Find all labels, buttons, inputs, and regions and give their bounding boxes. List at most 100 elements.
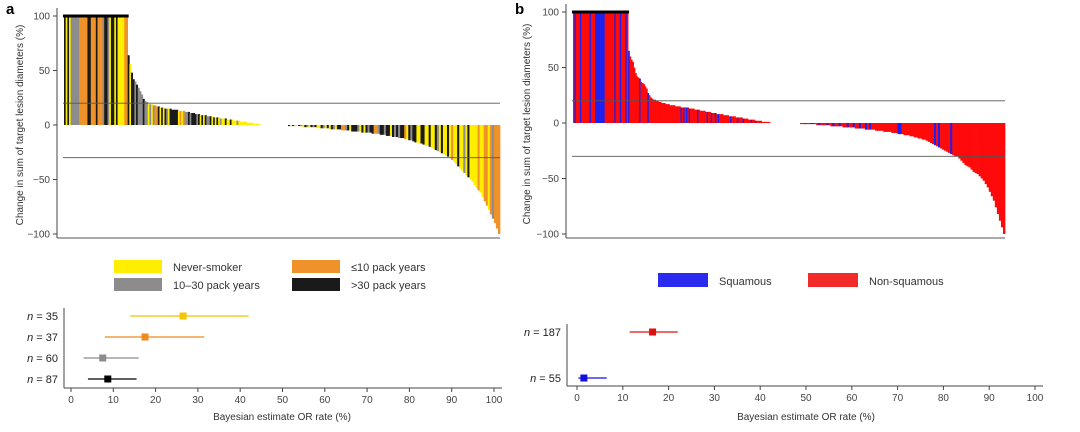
waterfall-bar-a-pos-51 (149, 104, 152, 125)
waterfall-bar-b-pos-58 (652, 99, 655, 123)
waterfall-bar-b-pos-113 (728, 116, 731, 123)
waterfall-bar-a-neg-14 (316, 125, 319, 129)
waterfall-bar-a-neg-62 (414, 125, 417, 143)
waterfall-bar-a-neg-32 (353, 125, 356, 132)
waterfall-bar-b-pos-16 (595, 12, 597, 123)
waterfall-bar-b-neg-13 (826, 123, 829, 126)
x-tick-label-b-2: 20 (663, 393, 675, 404)
waterfall-bar-a-neg-52 (394, 125, 397, 137)
waterfall-bar-a-pos-37 (125, 16, 129, 125)
waterfall-bar-a-pos-61 (166, 108, 169, 125)
waterfall-bar-b-pos-139 (764, 121, 767, 123)
waterfall-bar-a-pos-69 (179, 110, 182, 125)
waterfall-bar-b-neg-9 (818, 123, 821, 126)
waterfall-bar-b-neg-21 (842, 123, 845, 128)
forest-point-a-3 (104, 375, 112, 383)
waterfall-bar-a-pos-17 (92, 16, 95, 125)
x-tick-label-a-4: 40 (235, 395, 247, 406)
waterfall-bar-a-pos-56 (157, 106, 160, 125)
waterfall-bar-b-pos-93 (701, 110, 703, 123)
waterfall-bar-a-pos-98 (228, 119, 231, 125)
waterfall-bar-a-neg-26 (341, 125, 344, 131)
forest-plot-b: n = 187 n = 55 0 10 20 30 40 50 60 70 80 90 100 Bay… (524, 324, 1044, 423)
waterfall-bar-b-pos-112 (727, 115, 730, 123)
x-tick-label-b-8: 80 (938, 393, 950, 404)
waterfall-bar-a-pos-94 (221, 118, 224, 125)
waterfall-bar-b-neg-73 (948, 123, 951, 153)
legend-b: Squamous Non-squamous (658, 273, 944, 288)
waterfall-bar-b-neg-11 (822, 123, 825, 126)
waterfall-bar-a-neg-33 (355, 125, 358, 132)
waterfall-bar-a-neg-68 (426, 125, 430, 146)
waterfall-bar-a-neg-4 (296, 125, 299, 127)
waterfall-bar-a-pos-18 (94, 16, 97, 125)
waterfall-bar-a-neg-37 (363, 125, 366, 133)
forest-point-a-1 (141, 333, 149, 341)
waterfall-bar-b-pos-95 (703, 110, 706, 123)
x-tick-label-a-5: 50 (277, 395, 289, 406)
waterfall-bar-a-neg-84 (459, 125, 462, 169)
waterfall-bar-a-neg-55 (400, 125, 403, 139)
waterfall-bar-b-pos-37 (623, 12, 626, 123)
waterfall-bar-a-pos-20 (97, 16, 100, 125)
x-tick-label-b-10: 100 (1027, 393, 1044, 404)
waterfall-bar-a-pos-99 (229, 119, 232, 125)
waterfall-bar-b-neg-30 (860, 123, 864, 129)
waterfall-bar-a-pos-25 (105, 16, 108, 125)
waterfall-bar-a-pos-26 (107, 16, 110, 125)
waterfall-bar-a-neg-53 (396, 125, 399, 137)
waterfall-bar-a-pos-112 (251, 122, 254, 125)
forest-point-b-1 (580, 374, 588, 382)
waterfall-bar-b-neg-39 (879, 123, 882, 131)
waterfall-bar-b-neg-61 (923, 123, 927, 140)
waterfall-bar-a-pos-115 (256, 123, 259, 125)
waterfall-bar-a-pos-88 (211, 116, 214, 125)
x-tick-label-a-9: 90 (446, 395, 458, 406)
waterfall-bar-a-pos-105 (239, 121, 242, 125)
waterfall-bar-a-pos-96 (224, 118, 227, 125)
x-tick-label-a-6: 60 (319, 395, 331, 406)
waterfall-bar-a-pos-13 (85, 16, 88, 125)
waterfall-bar-b-neg-15 (830, 123, 833, 127)
x-tick-label-b-1: 10 (617, 393, 629, 404)
waterfall-bar-b-pos-129 (750, 119, 753, 123)
y-tick-label-a-2: 0 (44, 121, 50, 132)
forest-point-b-0 (649, 328, 657, 336)
waterfall-bar-b-neg-1 (802, 123, 805, 125)
waterfall-bar-b-pos-127 (747, 119, 750, 123)
waterfall-bar-b-pos-55 (648, 95, 651, 123)
waterfall-bar-b-neg-76 (954, 123, 957, 157)
waterfall-bar-b-neg-19 (838, 123, 841, 127)
waterfall-bar-a-pos-52 (151, 104, 154, 125)
waterfall-bar-b-pos-121 (739, 117, 742, 123)
waterfall-bar-a-neg-73 (436, 125, 440, 152)
waterfall-bar-b-pos-26 (608, 12, 611, 123)
waterfall-bar-b-neg-34 (869, 123, 872, 130)
waterfall-bar-b-neg-37 (875, 123, 878, 131)
waterfall-bar-b-neg-35 (871, 123, 874, 130)
waterfall-bar-a-pos-32 (117, 16, 120, 125)
waterfall-bar-b-neg-10 (820, 123, 823, 126)
y-tick-label-b-3: −50 (542, 174, 559, 185)
waterfall-bar-b-pos-87 (692, 108, 695, 123)
waterfall-bar-a-pos-35 (122, 16, 125, 125)
waterfall-bar-b-pos-103 (714, 113, 717, 123)
waterfall-bar-b-pos-17 (596, 12, 599, 123)
waterfall-bar-b-neg-49 (899, 123, 902, 135)
x-tick-label-a-10: 100 (486, 395, 503, 406)
waterfall-bar-b-pos-138 (763, 121, 765, 123)
waterfall-bar-b-pos-39 (626, 12, 629, 123)
waterfall-bar-a-pos-73 (186, 111, 189, 125)
waterfall-bar-b-neg-48 (897, 123, 900, 135)
waterfall-bar-b-pos-89 (695, 109, 698, 123)
waterfall-bar-a-pos-24 (104, 16, 107, 125)
waterfall-bar-a-pos-116 (258, 123, 261, 125)
waterfall-bar-b-neg-63 (927, 123, 931, 142)
waterfall-bar-b-pos-123 (742, 118, 745, 123)
waterfall-bar-a-neg-98 (487, 125, 491, 211)
legend-swatch-b-nsq (808, 273, 858, 287)
legend-swatch-a-le10 (292, 260, 340, 273)
waterfall-bar-b-neg-55 (911, 123, 915, 137)
waterfall-bar-a-pos-39 (129, 63, 132, 125)
waterfall-bar-a-neg-34 (357, 125, 360, 132)
